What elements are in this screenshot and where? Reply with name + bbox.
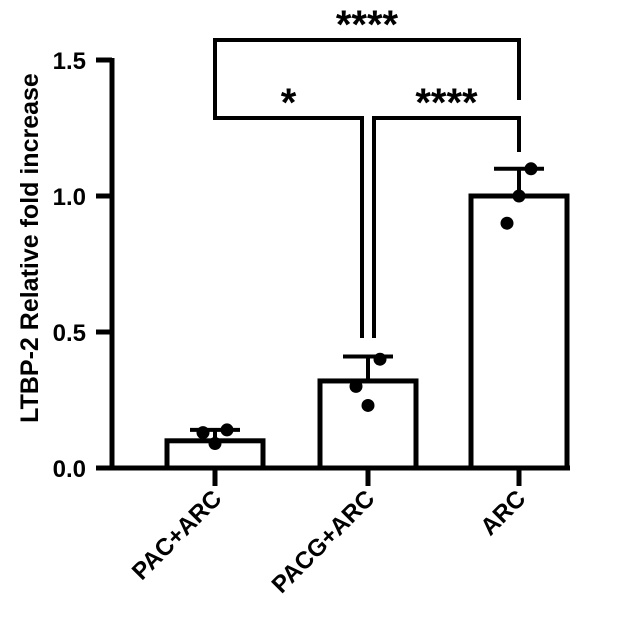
- significance-label: ****: [415, 81, 478, 125]
- x-tick-label: PACG+ARC: [267, 485, 381, 599]
- significance-brackets: ***** ****: [213, 3, 521, 338]
- significance-bracket: [372, 116, 521, 338]
- x-tick-label: ARC: [475, 485, 531, 541]
- data-point: [196, 426, 210, 440]
- y-tick-label: 0.5: [53, 320, 86, 347]
- bar-arc: [468, 193, 570, 471]
- data-point: [220, 423, 234, 437]
- x-axis-ticks: PAC+ARC PACG+ARC ARC: [127, 468, 531, 599]
- data-point: [512, 189, 526, 203]
- significance-label: *: [281, 81, 297, 125]
- data-point: [500, 216, 514, 230]
- data-point: [373, 352, 387, 366]
- y-axis-label: LTBP-2 Relative fold increase: [16, 73, 44, 423]
- significance-bracket: [213, 100, 364, 338]
- data-point: [349, 379, 363, 393]
- y-tick-label: 1.5: [53, 48, 86, 75]
- data-points: [196, 162, 538, 451]
- significance-bracket: [213, 38, 521, 100]
- bar-pacg-arc: [317, 378, 419, 471]
- data-point: [361, 398, 375, 412]
- y-axis-ticks: 0.0 0.5 1.0 1.5: [53, 48, 112, 483]
- significance-label: ****: [336, 3, 399, 47]
- x-tick-label: PAC+ARC: [127, 485, 227, 585]
- data-point: [524, 162, 538, 176]
- y-tick-label: 1.0: [53, 184, 86, 211]
- data-point: [208, 437, 222, 451]
- y-tick-label: 0.0: [53, 456, 86, 483]
